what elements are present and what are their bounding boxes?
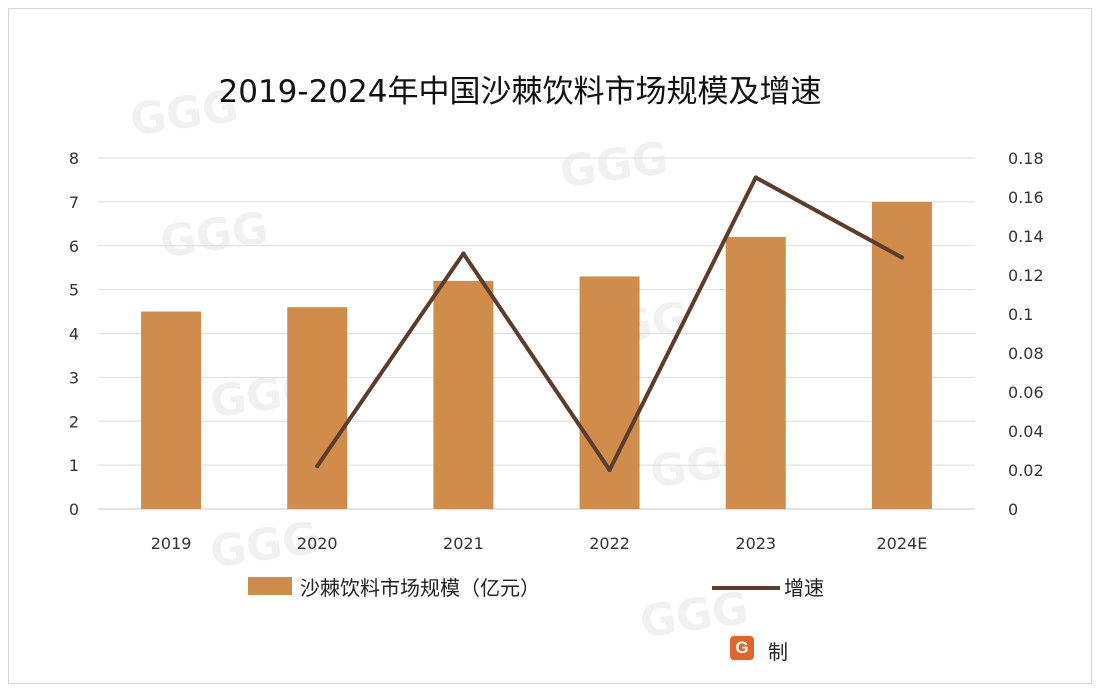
line-point [461,251,466,256]
gridlines [98,157,975,510]
legend-swatch-bar [248,577,292,595]
brand-text: 制 [768,640,788,664]
left-tick-label: 8 [69,149,79,168]
bar [287,307,348,509]
right-axis: 0 0.02 0.04 0.06 0.08 0.1 0.12 0.14 0.16 0.18 [1008,149,1044,519]
left-tick-label: 3 [69,368,79,387]
brand-logo-icon: G [730,636,754,660]
x-tick-label: 2024E [877,534,928,553]
x-tick-label: 2023 [735,534,776,553]
line-point [899,255,904,260]
bar [871,201,932,509]
x-tick-label: 2020 [297,534,338,553]
left-tick-label: 2 [69,412,79,431]
right-tick-label: 0.06 [1008,383,1044,402]
chart-title: 2019-2024年中国沙棘饮料市场规模及增速 [218,74,822,110]
bar [141,311,202,509]
left-axis: 0 1 2 3 4 5 6 7 8 [69,149,79,519]
right-tick-label: 0.1 [1008,305,1033,324]
line-point [315,464,320,469]
right-tick-label: 0.18 [1008,149,1044,168]
right-tick-label: 0.16 [1008,188,1044,207]
right-tick-label: 0.04 [1008,422,1044,441]
bar [433,280,494,509]
right-tick-label: 0.08 [1008,344,1044,363]
right-tick-label: 0.02 [1008,461,1044,480]
bar [725,236,786,509]
bar [579,276,640,509]
right-tick-label: 0 [1008,500,1018,519]
right-tick-label: 0.12 [1008,266,1044,285]
right-tick-label: 0.14 [1008,227,1044,246]
legend-label-bar: 沙棘饮料市场规模（亿元） [300,576,540,600]
x-tick-label: 2019 [151,534,192,553]
line-point [753,175,758,180]
legend-label-line: 增速 [784,576,824,600]
line-series [315,175,904,472]
bar-series [141,201,932,509]
left-tick-label: 5 [69,281,79,300]
left-tick-label: 1 [69,456,79,475]
left-tick-label: 0 [69,500,79,519]
line-point [607,468,612,472]
left-tick-label: 4 [69,325,79,344]
left-tick-label: 6 [69,237,79,256]
x-axis: 2019 2020 2021 2022 2023 2024E [151,534,928,553]
x-tick-label: 2021 [443,534,484,553]
legend: 沙棘饮料市场规模（亿元） 增速 [248,576,824,600]
x-tick-label: 2022 [589,534,630,553]
left-tick-label: 7 [69,193,79,212]
